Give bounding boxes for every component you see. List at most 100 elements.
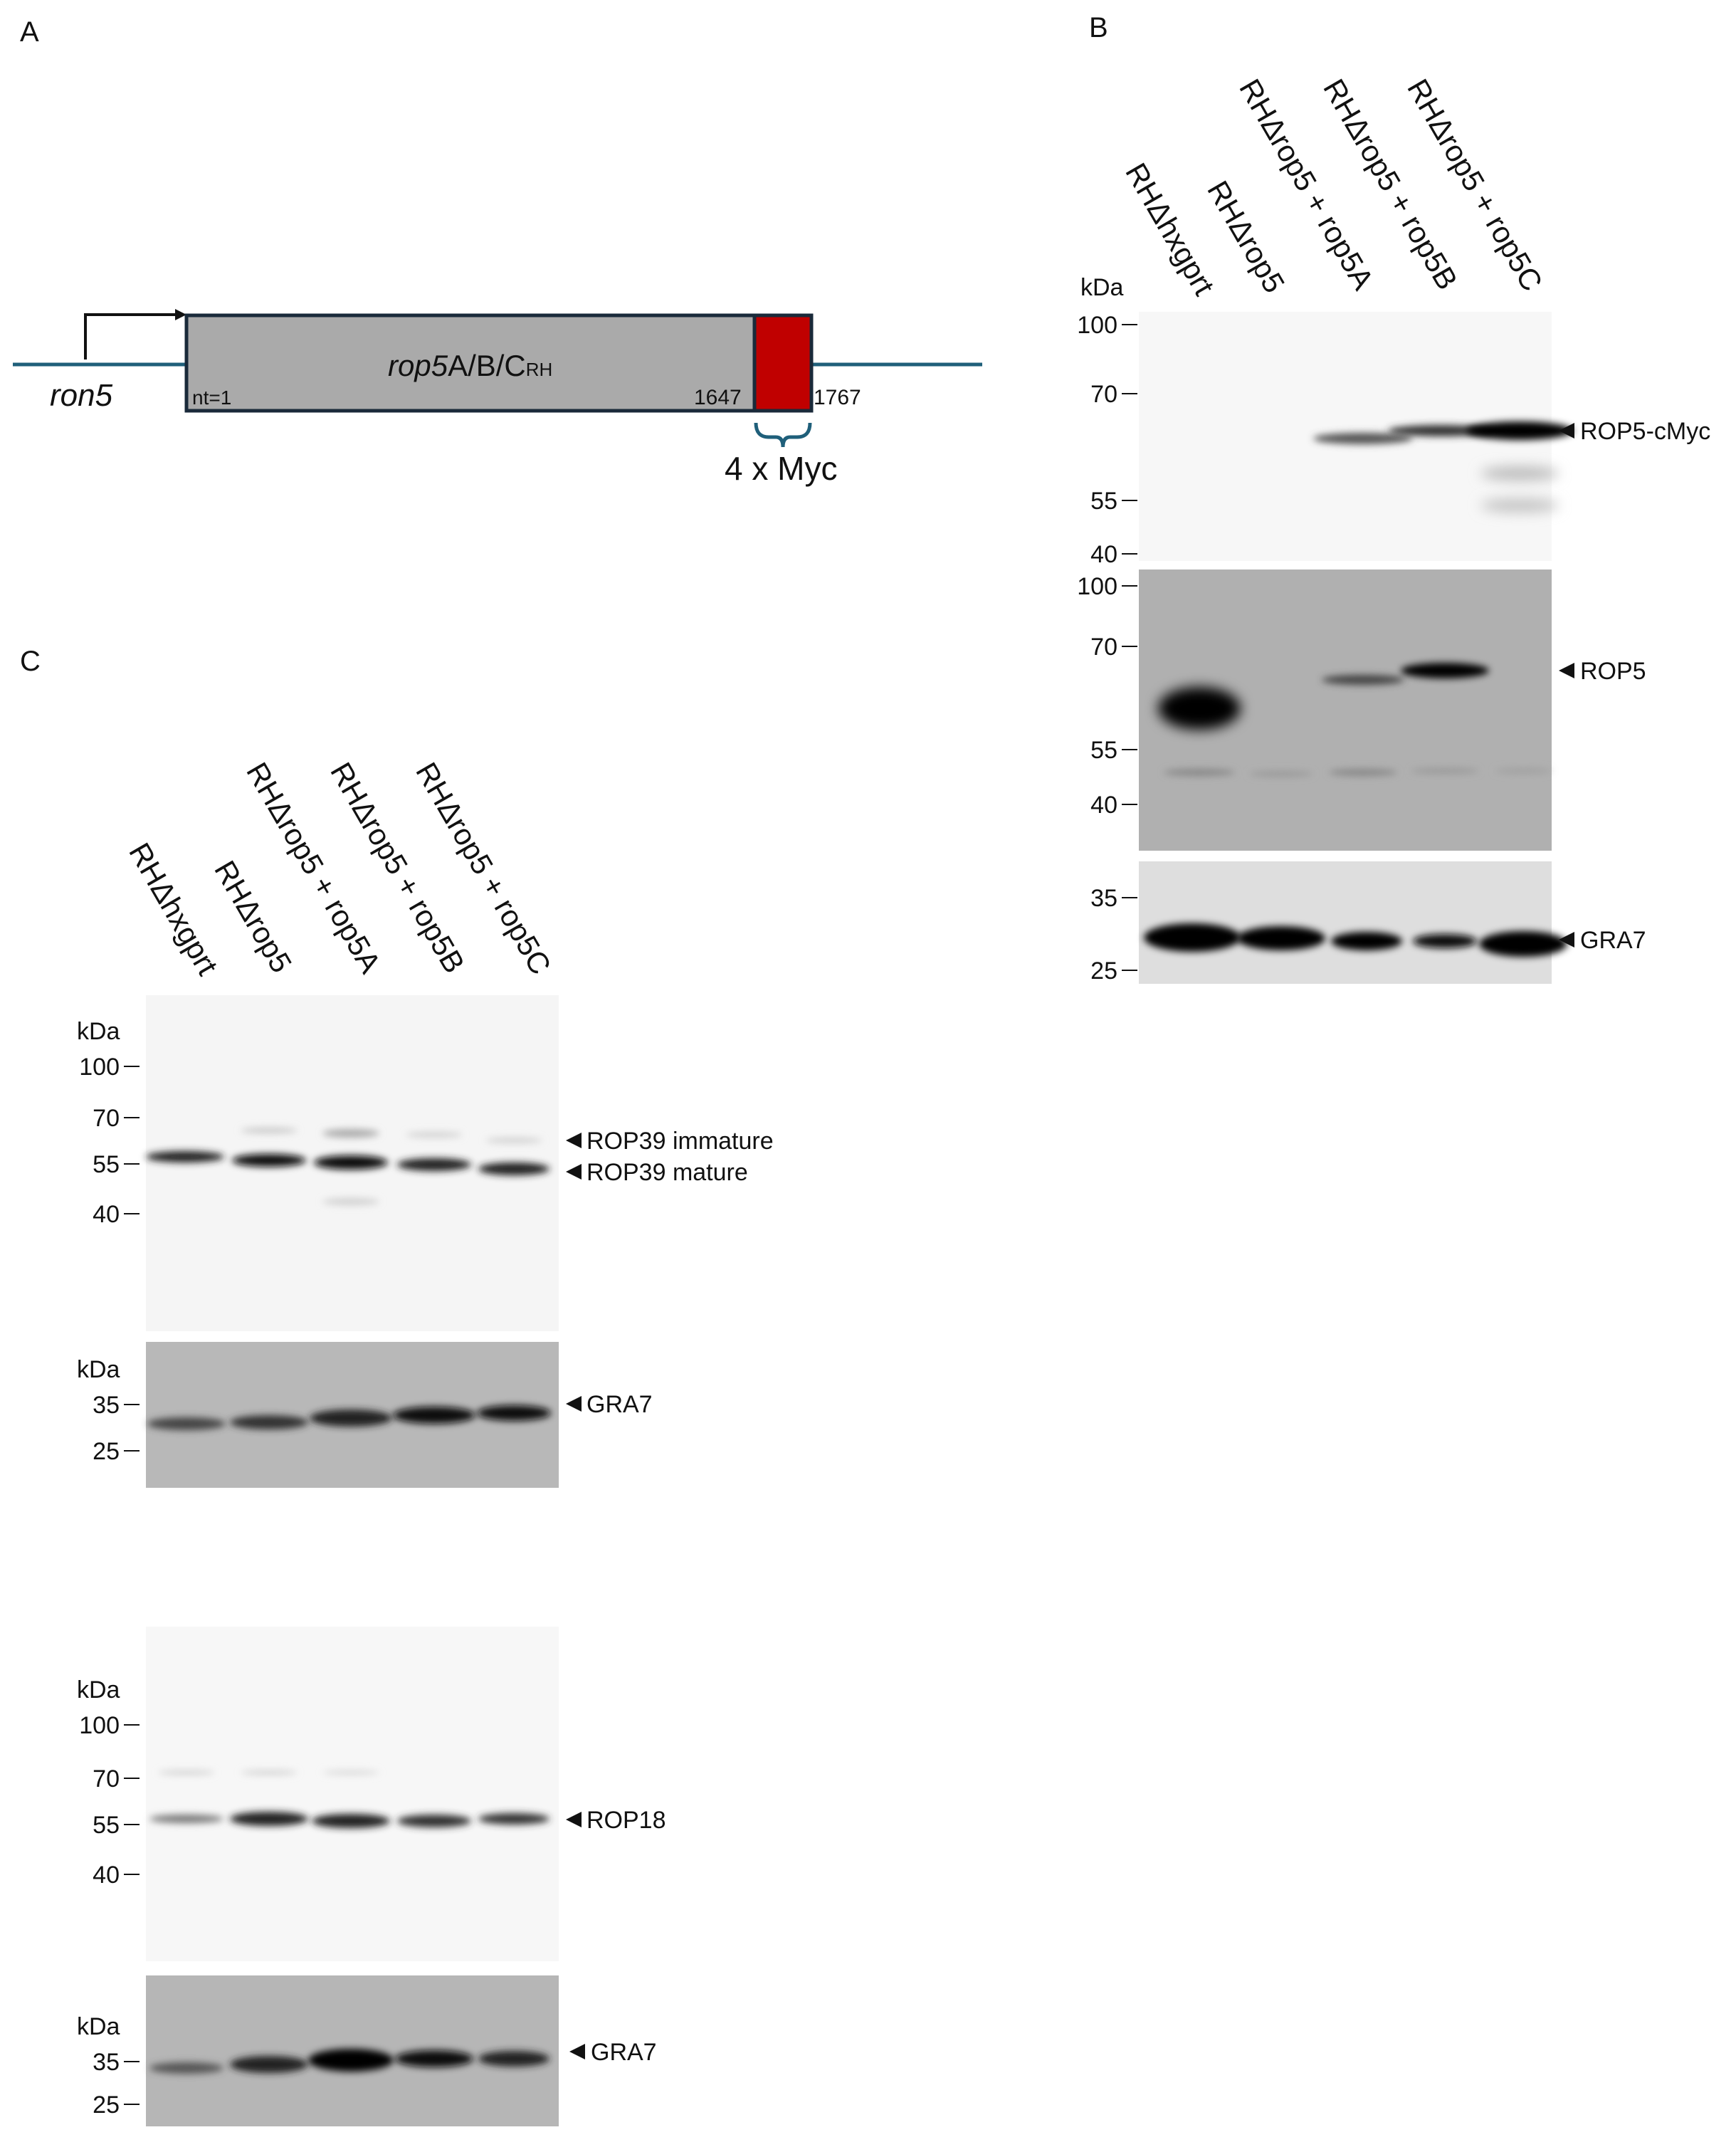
gene-alleles: A/B/C xyxy=(448,349,526,382)
panel-a-letter: A xyxy=(20,16,39,48)
band xyxy=(1388,425,1495,436)
band xyxy=(1322,675,1404,685)
panel-c-letter: C xyxy=(20,646,41,677)
kda-label: kDa xyxy=(77,2013,120,2040)
band xyxy=(1144,923,1241,952)
band-label: GRA7 xyxy=(1580,927,1646,954)
tag-label: 4 x Myc xyxy=(725,450,837,487)
arrowhead-icon xyxy=(566,1396,582,1412)
blot-b-1: 100 70 55 40 ROP5-cMyc xyxy=(1077,312,1710,568)
band xyxy=(158,1770,215,1775)
arrowhead-icon xyxy=(1559,423,1574,439)
mw-marker: 100 xyxy=(1077,312,1117,339)
band xyxy=(478,1162,549,1175)
blot-b-2: 100 70 55 40 ROP5 xyxy=(1077,570,1646,851)
arrowhead-icon xyxy=(566,1164,582,1180)
band xyxy=(1313,433,1413,444)
band-label: ROP18 xyxy=(586,1807,666,1834)
mw-marker: 35 xyxy=(93,1392,120,1419)
tag-bracket-icon xyxy=(754,422,812,448)
band xyxy=(1237,926,1325,950)
band xyxy=(485,1138,542,1143)
band xyxy=(1329,769,1397,776)
band xyxy=(1331,932,1402,950)
mw-marker: 40 xyxy=(93,1862,120,1889)
panel-b-letter: B xyxy=(1089,12,1108,43)
nt-start-label: nt=1 xyxy=(192,387,231,409)
mw-marker: 40 xyxy=(1090,792,1117,819)
mw-marker: 55 xyxy=(1090,737,1117,764)
arrowhead-icon xyxy=(566,1133,582,1148)
band xyxy=(1401,663,1489,678)
blot-c-2: kDa 35 25 GRA7 xyxy=(77,1342,653,1488)
band xyxy=(149,1815,223,1823)
mw-marker: 25 xyxy=(93,1438,120,1465)
band xyxy=(308,2049,394,2072)
blot-b-3: 35 25 GRA7 xyxy=(1090,861,1646,985)
band-label: GRA7 xyxy=(591,2039,657,2066)
promoter-arrow-icon xyxy=(84,313,178,359)
band xyxy=(397,1815,471,1827)
arrowhead-icon xyxy=(566,1812,582,1827)
mw-marker: 55 xyxy=(1090,488,1117,515)
band-label: ROP39 immature xyxy=(586,1128,774,1155)
kda-label: kDa xyxy=(77,1356,120,1383)
band-label: ROP5 xyxy=(1580,658,1646,685)
band xyxy=(322,1129,379,1138)
band xyxy=(478,2051,549,2067)
band xyxy=(395,2050,473,2067)
mw-marker: 70 xyxy=(1090,381,1117,408)
band xyxy=(314,1155,388,1170)
band xyxy=(1479,931,1567,957)
band xyxy=(1480,498,1559,513)
band xyxy=(322,1770,379,1775)
arrowhead-icon xyxy=(569,2044,585,2059)
mw-marker: 55 xyxy=(93,1812,120,1839)
kda-label: kDa xyxy=(77,1018,120,1045)
mw-marker: 35 xyxy=(93,2049,120,2076)
band xyxy=(393,1407,475,1424)
mw-marker: 40 xyxy=(1090,541,1117,568)
panel-c: C RHΔhxgprt RHΔrop5 RHΔrop5 + rop5A RHΔr… xyxy=(20,646,774,2126)
band xyxy=(1158,687,1241,730)
kda-label: kDa xyxy=(77,1676,120,1704)
band-label: GRA7 xyxy=(586,1391,653,1418)
band xyxy=(230,1812,308,1826)
panel-a: A ron5 rop5A/B/CRH nt=1 1647 1767 4 x My… xyxy=(13,16,982,487)
mw-marker: 35 xyxy=(1090,885,1117,912)
myc-tag-box xyxy=(752,313,814,413)
band xyxy=(1495,768,1552,774)
panel-b: B RHΔhxgprt RHΔrop5 RHΔrop5 + rop5A RHΔr… xyxy=(1077,12,1710,985)
membrane xyxy=(1139,861,1552,984)
kda-label-b: kDa xyxy=(1080,274,1124,301)
mw-marker: 70 xyxy=(93,1105,120,1132)
lane-label-c-1: RHΔhxgprt xyxy=(122,837,225,981)
band xyxy=(230,1415,308,1429)
band xyxy=(310,1410,392,1427)
nt-mid-label: 1647 xyxy=(694,386,742,409)
blot-c-4: kDa 35 25 GRA7 xyxy=(77,1975,657,2126)
mw-marker: 100 xyxy=(79,1054,120,1081)
gene-label: rop5A/B/CRH xyxy=(388,349,552,382)
band xyxy=(230,2056,308,2073)
band xyxy=(232,1154,306,1167)
band xyxy=(241,1128,298,1133)
band xyxy=(146,1151,224,1162)
band xyxy=(477,1405,551,1421)
membrane xyxy=(146,1627,559,1961)
mw-marker: 25 xyxy=(93,2091,120,2119)
band xyxy=(406,1132,463,1138)
mw-marker: 25 xyxy=(1090,957,1117,985)
band-label: ROP5-cMyc xyxy=(1580,418,1710,445)
arrowhead-icon xyxy=(175,309,186,320)
band xyxy=(478,1813,549,1825)
band xyxy=(397,1158,471,1171)
band-label: ROP39 mature xyxy=(586,1159,748,1186)
mw-marker: 70 xyxy=(1090,634,1117,661)
band xyxy=(1411,768,1479,774)
band xyxy=(147,1417,226,1430)
band xyxy=(1480,466,1559,481)
mw-marker: 55 xyxy=(93,1151,120,1178)
band xyxy=(322,1198,379,1205)
